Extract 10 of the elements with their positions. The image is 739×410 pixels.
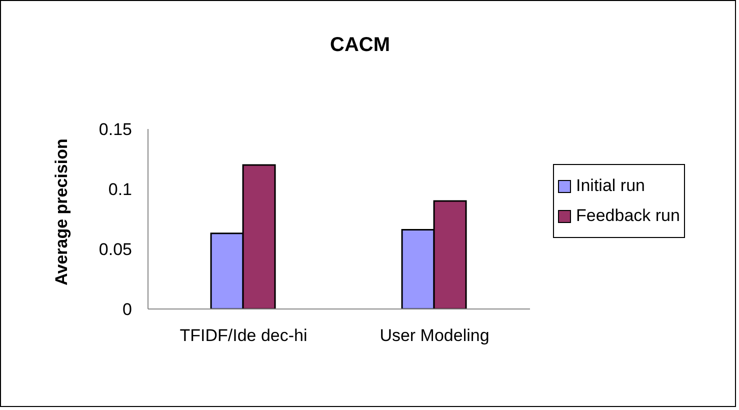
chart-title: CACM [329,34,391,57]
y-tick-label: 0 [122,300,132,320]
y-axis-title: Average precision [52,138,72,286]
legend-label: Feedback run [575,205,680,227]
x-tick-label: User Modeling [380,326,490,346]
y-tick-label: 0.1 [108,180,132,200]
y-tick-label: 0.05 [98,240,132,260]
legend-label: Initial run [575,175,646,197]
x-tick-label: TFIDF/Ide dec-hi [180,326,308,346]
y-tick-label: 0.15 [98,120,132,140]
